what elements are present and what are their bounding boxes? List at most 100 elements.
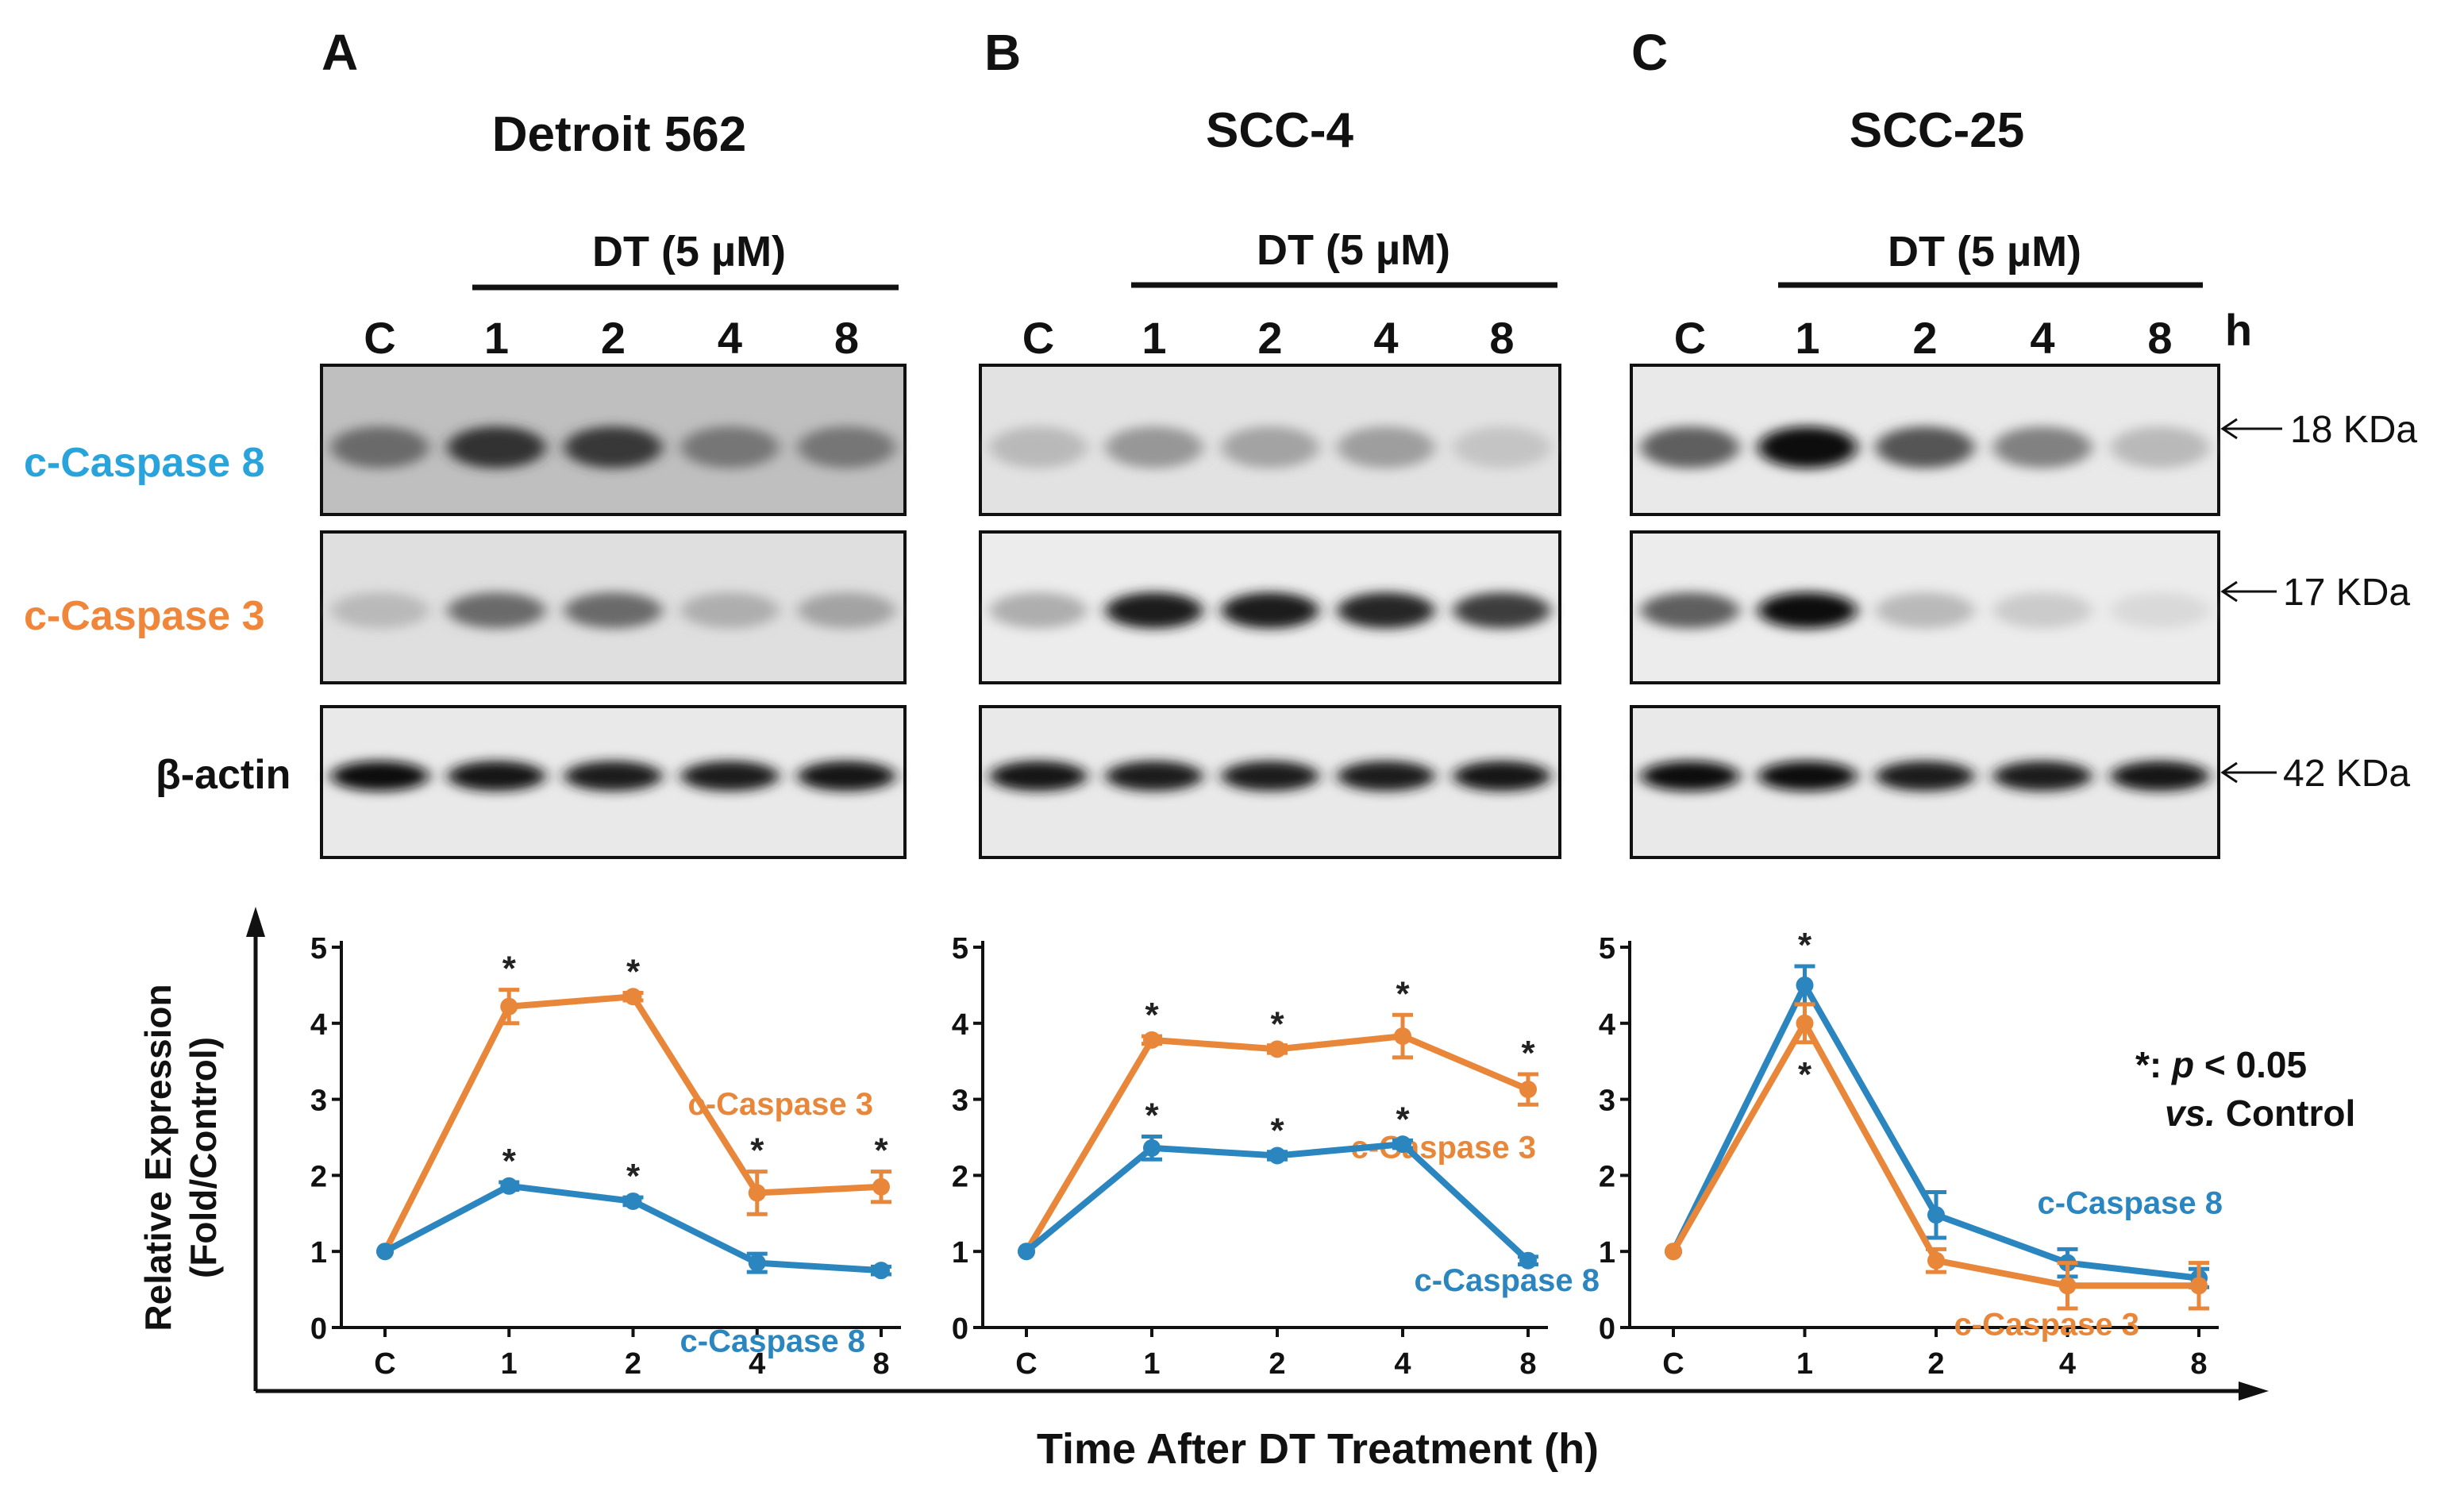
blot-band: [1640, 592, 1740, 629]
size-arrowhead-42: [2220, 761, 2238, 784]
x-tick-label: 1: [501, 1347, 518, 1381]
significance-star: *: [750, 1131, 764, 1170]
panel-title-c: SCC-25: [1850, 103, 2025, 158]
y-tick-label: 4: [310, 1008, 327, 1042]
blot-band: [2110, 592, 2210, 629]
data-point: [624, 988, 642, 1006]
blot-band: [2110, 761, 2210, 792]
x-tick-label: 2: [625, 1347, 641, 1381]
blot-c-1: [1630, 530, 2220, 684]
blot-band: [1221, 761, 1319, 792]
blot-band: [680, 592, 780, 629]
size-label-18kda: 18 KDa: [2290, 409, 2417, 451]
data-point: [872, 1177, 890, 1196]
size-label-17kda: 17 KDa: [2283, 572, 2410, 614]
data-point: [2190, 1277, 2208, 1295]
blot-band: [1337, 761, 1435, 792]
significance-star: *: [626, 1157, 641, 1196]
panel-letter-b: B: [984, 24, 1021, 81]
x-tick-label: 4: [749, 1347, 765, 1381]
panel-letter-c: C: [1631, 24, 1668, 81]
significance-star: *: [1145, 1096, 1159, 1135]
significance-note-line2: vs. Control: [2165, 1092, 2355, 1134]
data-point: [1269, 1146, 1286, 1165]
data-point: [1143, 1139, 1161, 1157]
significance-star: *: [1396, 1100, 1410, 1139]
y-tick-label: 2: [1599, 1160, 1615, 1193]
data-point: [748, 1254, 766, 1272]
lane-label-c-4: 4: [2030, 313, 2054, 363]
blot-band: [447, 761, 546, 792]
data-point: [1394, 1027, 1411, 1046]
blot-band: [2110, 426, 2210, 468]
blot-band: [564, 761, 663, 792]
y-tick-label: 1: [310, 1236, 327, 1270]
y-tick-label: 2: [952, 1160, 968, 1193]
data-point: [1796, 976, 1814, 994]
blot-band: [330, 592, 429, 629]
blot-band: [1875, 592, 1975, 629]
data-point: [500, 997, 518, 1015]
lane-label-b-c: C: [1022, 313, 1054, 363]
y-tick-label: 4: [1599, 1008, 1615, 1042]
series-label: c-Caspase 8: [680, 1324, 865, 1359]
treatment-label-a: DT (5 µM): [592, 228, 786, 276]
sig-threshold: < 0.05: [2194, 1044, 2307, 1085]
blot-band: [797, 761, 896, 792]
x-tick-label: 4: [1394, 1347, 1411, 1381]
x-tick-label: 1: [1796, 1347, 1813, 1381]
data-point: [1796, 1014, 1814, 1032]
lane-label-c-8: 8: [2147, 313, 2172, 363]
x-tick-label: 2: [1269, 1347, 1285, 1381]
blot-band: [1875, 761, 1975, 792]
x-axis-title: Time After DT Treatment (h): [1037, 1425, 1599, 1473]
blot-band: [1105, 761, 1203, 792]
significance-star: *: [874, 1131, 888, 1170]
series-line: [1670, 1019, 2199, 1289]
data-point: [1394, 1135, 1411, 1154]
x-tick-label: 2: [1927, 1347, 1944, 1381]
data-point: [748, 1184, 766, 1202]
y-tick-label: 5: [1599, 932, 1615, 965]
x-tick-label: C: [1015, 1347, 1037, 1381]
data-point: [1927, 1251, 1945, 1270]
blot-b-2: [979, 705, 1561, 859]
x-tick-label: 4: [2059, 1347, 2076, 1381]
sig-p: p: [2170, 1044, 2194, 1085]
blot-band: [1640, 761, 1740, 792]
series-c-caspase-3: * c-Caspase 3: [1665, 1002, 2209, 1343]
blot-band: [1992, 426, 2092, 468]
blot-a-1: [320, 530, 907, 684]
data-point: [872, 1262, 890, 1280]
blot-band: [1758, 426, 1858, 468]
size-label-42kda: 42 KDa: [2283, 753, 2410, 795]
shared-x-axis-arrowhead: [2239, 1381, 2269, 1401]
data-point: [1269, 1040, 1286, 1058]
data-point: [2058, 1277, 2077, 1295]
y-tick-label: 5: [952, 932, 968, 965]
treatment-label-b: DT (5 µM): [1257, 226, 1450, 274]
lane-label-b-1: 1: [1142, 313, 1166, 363]
blot-band: [797, 592, 896, 629]
series-c-caspase-3: ****c-Caspase 3: [1018, 974, 1538, 1261]
y-axis-title-line2: (Fold/Control): [183, 1037, 224, 1278]
panel-title-a: Detroit 562: [492, 107, 746, 162]
data-point: [500, 1177, 518, 1195]
data-point: [1927, 1206, 1945, 1224]
time-unit-label: h: [2225, 305, 2252, 355]
y-tick-label: 2: [310, 1160, 327, 1193]
lane-label-c-c: C: [1674, 313, 1706, 363]
blot-band: [1758, 761, 1858, 792]
lane-label-a-2: 2: [601, 313, 626, 363]
significance-note-line1: *: p < 0.05: [2135, 1044, 2307, 1085]
blot-band: [1337, 426, 1435, 468]
data-point: [1018, 1243, 1035, 1261]
data-point: [1519, 1081, 1537, 1099]
blot-band: [564, 426, 663, 468]
x-tick-label: 8: [1519, 1347, 1536, 1381]
blot-band: [1758, 592, 1858, 629]
